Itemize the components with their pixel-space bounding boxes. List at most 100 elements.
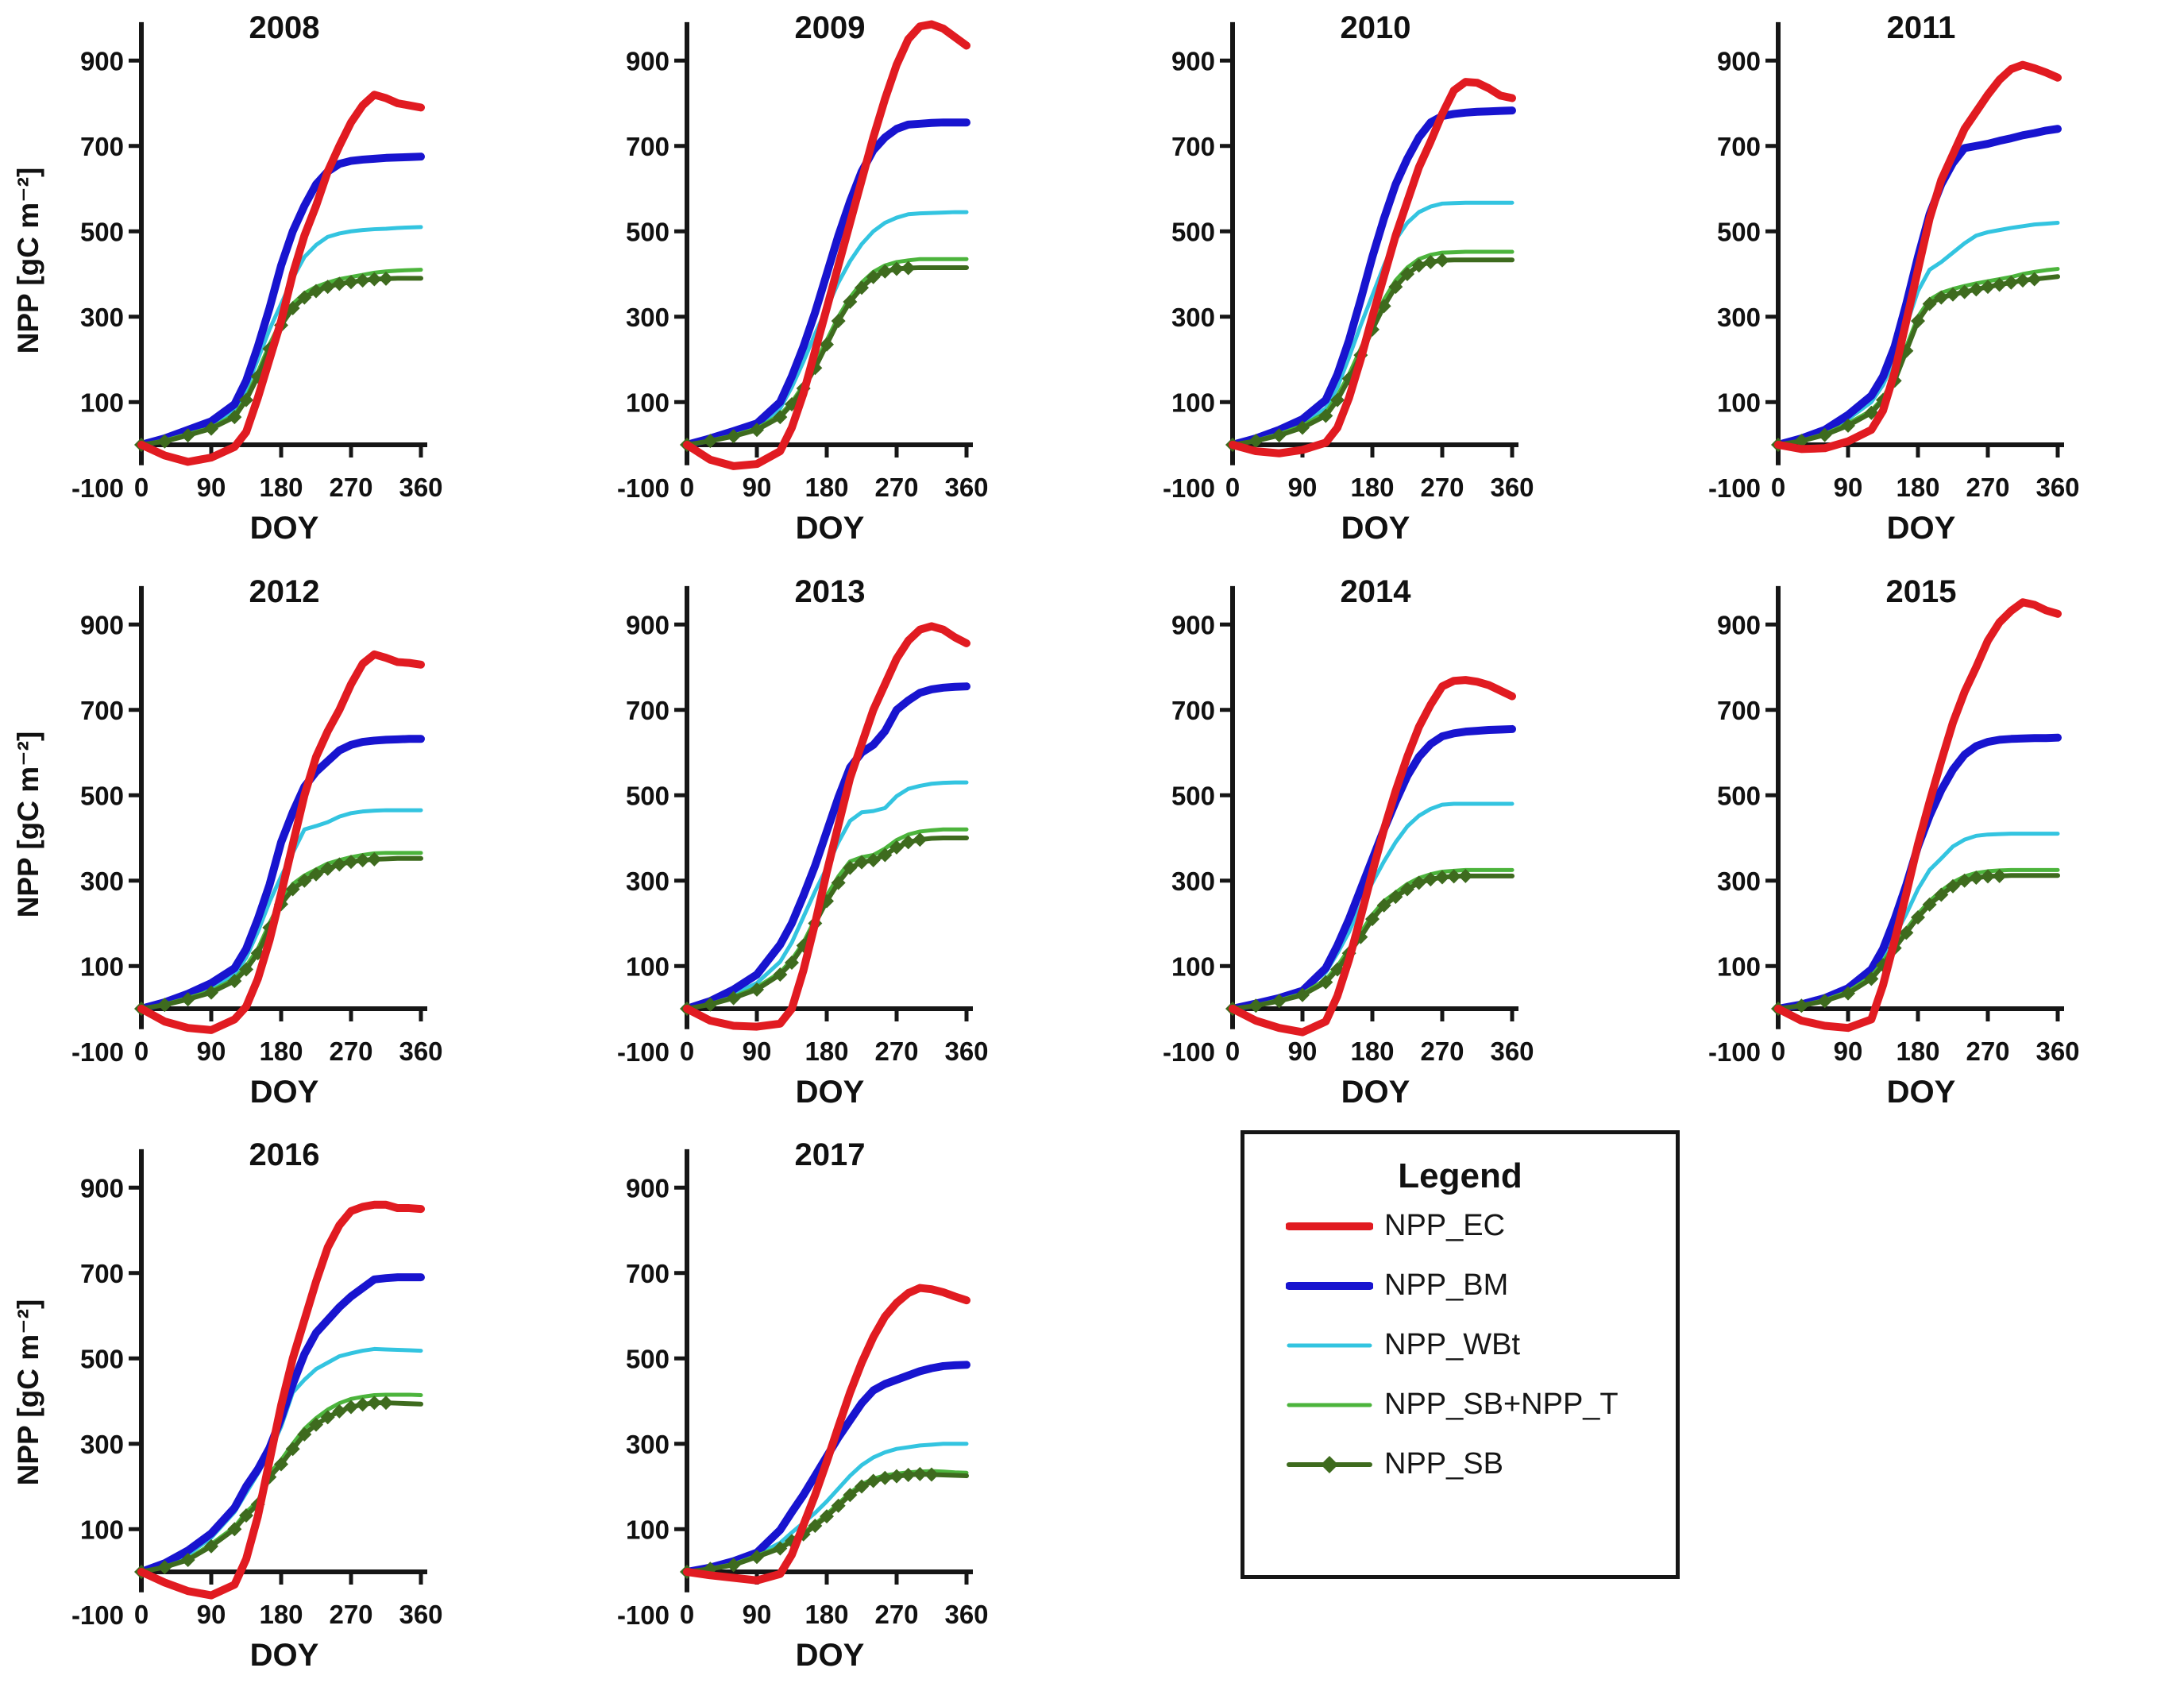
y-tick-label: 500 xyxy=(1717,781,1761,810)
series-marker-NPP_SB xyxy=(204,985,218,1000)
series-marker-NPP_SB xyxy=(367,272,382,287)
x-tick-label: 180 xyxy=(1350,1037,1394,1066)
y-tick-label: -100 xyxy=(1163,1037,1215,1067)
series-marker-NPP_SB xyxy=(1841,418,1855,433)
x-tick-label: 90 xyxy=(1834,1037,1863,1066)
x-tick-label: 360 xyxy=(399,1600,442,1629)
x-tick-label: 270 xyxy=(874,1037,918,1066)
series-marker-NPP_SB xyxy=(1794,434,1809,449)
series-marker-NPP_SB xyxy=(703,434,718,449)
y-tick-label: 100 xyxy=(1171,952,1215,981)
x-axis-title: DOY xyxy=(796,511,865,546)
series-marker-NPP_SB xyxy=(320,1410,335,1425)
series-marker-NPP_SB xyxy=(157,434,172,449)
legend-title: Legend xyxy=(1398,1156,1522,1195)
y-tick-label: 300 xyxy=(626,1430,669,1459)
series-marker-NPP_SB xyxy=(1981,869,1995,884)
series-marker-NPP_SB xyxy=(1957,284,1972,299)
series-marker-NPP_SB xyxy=(2016,273,2030,288)
series-marker-NPP_SB xyxy=(344,275,358,290)
x-tick-label: 0 xyxy=(1771,1037,1785,1066)
series-marker-NPP_SB xyxy=(913,832,928,847)
x-tick-label: 270 xyxy=(1420,473,1464,502)
series-marker-NPP_SB xyxy=(855,1479,869,1494)
x-tick-label: 90 xyxy=(197,1600,226,1629)
chart-panel-year-6: 0 90 180 270 360 -100 100 300 500 700 900 2013 DOY xyxy=(546,564,1091,1128)
chart-panel-year-1: 0 90 180 270 360 -100 100 300 500 700 900 2008 DOY xyxy=(0,0,546,564)
series-marker-NPP_SB xyxy=(866,852,881,867)
y-tick-label: 700 xyxy=(80,696,124,725)
chart-svg-2014: 0 90 180 270 360 -100 100 300 500 700 900 2014 DOY xyxy=(1163,574,1534,1110)
series-marker-NPP_SB xyxy=(855,280,869,295)
legend-entry-npp-ec: NPP_EC xyxy=(1244,1196,1676,1256)
series-marker-NPP_SB xyxy=(1365,912,1379,927)
series-marker-NPP_SB xyxy=(808,1518,823,1533)
series-line-NPP_SB+NPP_T xyxy=(1230,249,1515,447)
x-axis-title: DOY xyxy=(1341,511,1410,546)
y-tick-label: 100 xyxy=(626,1515,669,1544)
y-tick-label: 500 xyxy=(626,1344,669,1373)
x-axis-title: DOY xyxy=(250,1075,319,1110)
y-tick-label: 300 xyxy=(80,303,124,332)
x-tick-label: 90 xyxy=(197,1037,226,1066)
series-marker-NPP_SB xyxy=(726,1558,741,1573)
y-tick-label: 700 xyxy=(80,132,124,161)
series-marker-NPP_SB xyxy=(309,867,323,882)
series-marker-NPP_SB xyxy=(773,967,788,982)
x-axis-title: DOY xyxy=(1341,1075,1410,1110)
series-marker-NPP_SB xyxy=(1388,890,1403,905)
y-tick-label: 100 xyxy=(626,388,669,417)
legend-entry-npp-wbt: NPP_WBt xyxy=(1244,1315,1676,1375)
y-tick-label: 500 xyxy=(80,781,124,810)
series-marker-NPP_SB xyxy=(843,860,858,875)
x-tick-label: 90 xyxy=(1288,1037,1318,1066)
y-tick-label: 300 xyxy=(80,867,124,896)
y-tick-label: 700 xyxy=(1717,696,1761,725)
x-tick-label: 0 xyxy=(1771,473,1785,502)
series-line-NPP_WBt xyxy=(685,210,969,447)
chart-svg-2015: 0 90 180 270 360 -100 100 300 500 700 900 2015 DOY xyxy=(1708,574,2080,1110)
series-marker-NPP_SB xyxy=(332,276,347,291)
x-axis-title: DOY xyxy=(250,1638,319,1673)
series-marker-NPP_SB xyxy=(726,429,741,444)
chart-panel-year-4: 0 90 180 270 360 -100 100 300 500 700 900 2011 DOY xyxy=(1637,0,2182,564)
chart-svg-2011: 0 90 180 270 360 -100 100 300 500 700 900 2011 DOY xyxy=(1708,10,2080,546)
series-line-NPP_BM xyxy=(1229,106,1516,449)
y-tick-label: 300 xyxy=(626,867,669,896)
series-marker-NPP_SB xyxy=(1423,254,1438,269)
series-marker-NPP_SB xyxy=(1423,872,1438,887)
panel-title: 2014 xyxy=(1341,574,1412,609)
y-tick-label: 900 xyxy=(626,1173,669,1203)
x-tick-label: 0 xyxy=(680,1600,694,1629)
series-marker-NPP_SB xyxy=(309,284,323,299)
x-tick-label: 180 xyxy=(805,1037,848,1066)
series-marker-NPP_SB xyxy=(1411,875,1426,890)
panel-title: 2017 xyxy=(795,1137,866,1172)
series-marker-NPP_SB xyxy=(180,1552,195,1567)
series-marker-NPP_SB xyxy=(1946,287,1960,302)
series-marker-NPP_SB xyxy=(831,875,846,890)
legend-entry-npp-sb-npp-t: NPP_SB+NPP_T xyxy=(1244,1375,1676,1434)
series-marker-NPP_SB xyxy=(924,1467,939,1482)
series-line-NPP_BM xyxy=(137,1273,425,1576)
series-line-NPP_BM xyxy=(1774,733,2062,1013)
x-tick-label: 0 xyxy=(680,1037,694,1066)
series-marker-NPP_SB xyxy=(1934,290,1949,305)
series-line-NPP_BM xyxy=(683,682,970,1013)
y-tick-label: 300 xyxy=(1717,867,1761,896)
series-marker-NPP_SB xyxy=(703,997,718,1012)
x-tick-label: 180 xyxy=(1896,1037,1939,1066)
series-marker-NPP_SB xyxy=(355,1397,370,1412)
y-tick-label: 900 xyxy=(1171,46,1215,75)
panel-title: 2013 xyxy=(795,574,866,609)
series-marker-NPP_SB xyxy=(1400,882,1414,897)
series-line-NPP_WBt xyxy=(139,808,423,1011)
series-marker-NPP_SB xyxy=(1957,873,1972,888)
x-tick-label: 360 xyxy=(2035,473,2079,502)
series-marker-NPP_SB xyxy=(204,1539,218,1554)
chart-svg-2012: 0 90 180 270 360 -100 100 300 500 700 900 2012 DOY xyxy=(71,574,443,1110)
series-marker-NPP_SB xyxy=(2027,272,2042,287)
series-marker-NPP_SB xyxy=(889,261,904,276)
series-marker-NPP_SB xyxy=(855,855,869,870)
